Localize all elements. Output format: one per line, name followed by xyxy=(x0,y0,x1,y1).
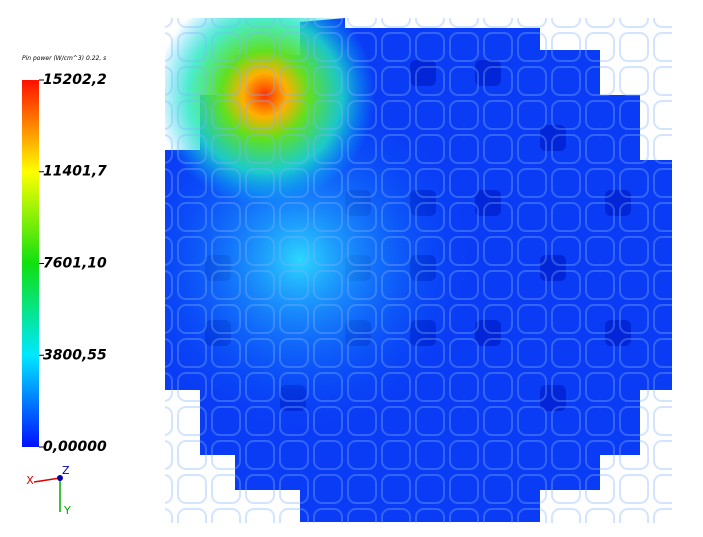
tick-label: 15202,2 xyxy=(43,72,107,88)
tick-label: 11401,7 xyxy=(43,164,107,180)
tick-label: 7601,10 xyxy=(43,256,107,272)
pin-grid xyxy=(165,18,672,523)
axis-x-label: X xyxy=(26,474,34,487)
core-map xyxy=(165,18,672,523)
tick-label: 0,00000 xyxy=(43,439,107,455)
tick-label: 3800,55 xyxy=(43,347,107,363)
legend-title: Pin power (W/cm^3) 0.22, s xyxy=(22,55,106,62)
axes-triad: X Y Z xyxy=(26,464,71,517)
color-bar xyxy=(22,80,39,447)
axis-y-label: Y xyxy=(63,504,71,517)
axis-z-label: Z xyxy=(62,464,70,477)
